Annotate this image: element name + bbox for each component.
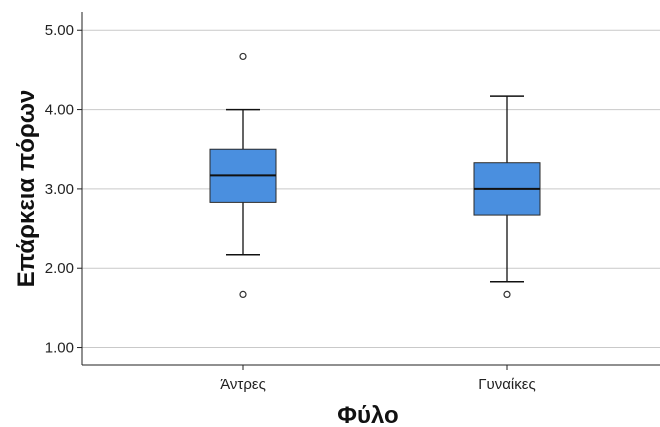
y-tick-label: 1.00 — [45, 340, 74, 357]
box-2 — [473, 95, 541, 298]
y-axis-title: Επάρκεια πόρων — [13, 90, 40, 288]
grid-lines — [77, 29, 660, 349]
y-tick-label: 3.00 — [45, 181, 74, 198]
box-1 — [209, 52, 277, 298]
y-tick-label: 5.00 — [45, 22, 74, 39]
x-tick-label: Γυναίκες — [478, 376, 535, 393]
x-tick-label: Άντρες — [220, 376, 266, 393]
outlier-point — [239, 290, 247, 298]
y-tick-label: 4.00 — [45, 102, 74, 119]
axes — [81, 12, 660, 366]
x-axis-title: Φύλο — [337, 402, 398, 427]
y-tick-labels: 1.00 2.00 3.00 4.00 5.00 — [45, 22, 74, 356]
boxes — [209, 52, 541, 298]
y-tick-label: 2.00 — [45, 260, 74, 277]
outlier-point — [239, 52, 247, 61]
x-tick-labels: Άντρες Γυναίκες — [220, 365, 536, 393]
outlier-point — [503, 290, 511, 298]
